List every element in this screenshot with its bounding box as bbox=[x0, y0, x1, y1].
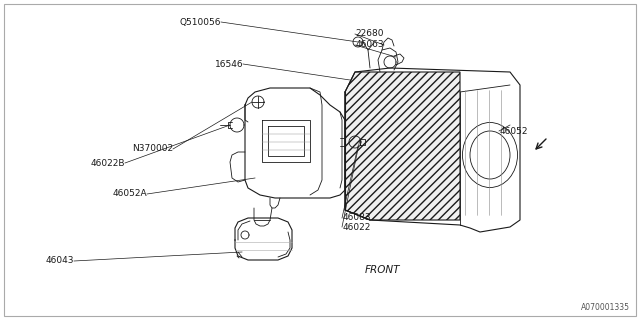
Text: FRONT: FRONT bbox=[365, 265, 400, 276]
Text: 46022: 46022 bbox=[342, 223, 371, 232]
Text: N370002: N370002 bbox=[132, 144, 173, 153]
Text: 22680: 22680 bbox=[355, 29, 384, 38]
Text: 46043: 46043 bbox=[45, 256, 74, 265]
Text: 46052A: 46052A bbox=[113, 189, 147, 198]
Text: 46022B: 46022B bbox=[90, 159, 125, 168]
Text: 16546: 16546 bbox=[214, 60, 243, 68]
Text: 46083: 46083 bbox=[342, 213, 371, 222]
Text: Q510056: Q510056 bbox=[179, 18, 221, 27]
Text: A070001335: A070001335 bbox=[581, 303, 630, 312]
Polygon shape bbox=[345, 72, 460, 220]
Text: 46063: 46063 bbox=[355, 40, 384, 49]
Text: 46052: 46052 bbox=[499, 127, 528, 136]
